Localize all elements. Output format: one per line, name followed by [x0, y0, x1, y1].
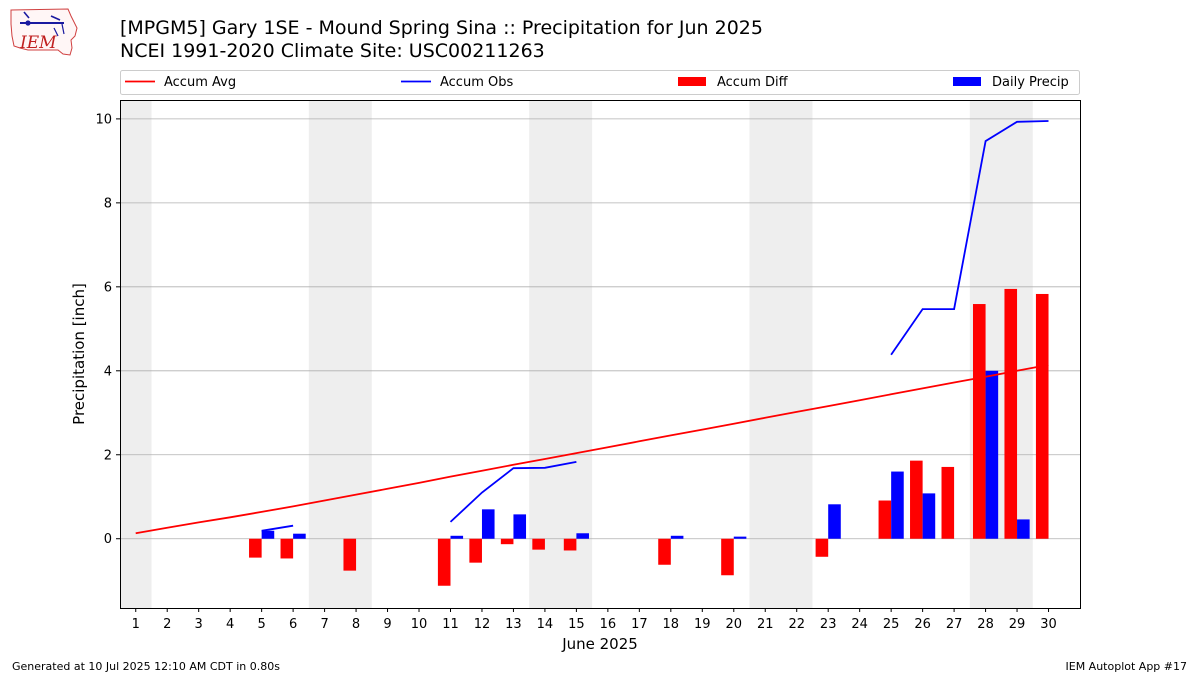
x-tick-label: 4 [226, 617, 234, 632]
x-tick-label: 18 [663, 617, 680, 632]
accum-diff-bar [1004, 288, 1018, 539]
weekend-shade [308, 100, 372, 608]
x-tick-label: 8 [352, 617, 360, 632]
x-tick-label: 30 [1040, 617, 1057, 632]
x-tick-label: 9 [383, 617, 391, 632]
accum-avg-line [135, 364, 1049, 535]
daily-precip-bar [733, 536, 747, 539]
daily-precip-bar [513, 514, 527, 539]
chart-subtitle: NCEI 1991-2020 Climate Site: USC00211263 [120, 40, 545, 62]
weekend-shade [529, 100, 593, 608]
x-tick-label: 24 [851, 617, 868, 632]
legend-daily-precip-swatch [953, 77, 981, 86]
svg-text:IEM: IEM [19, 33, 57, 53]
x-tick-label: 6 [289, 617, 297, 632]
accum-diff-bar [658, 538, 671, 565]
x-tick-label: 19 [694, 617, 711, 632]
daily-precip-bar [828, 504, 841, 539]
x-tick-label: 5 [257, 617, 265, 632]
accum-diff-bar [500, 538, 514, 545]
iem-logo: IEM [8, 6, 80, 62]
y-tick-label: 4 [104, 364, 112, 379]
x-tick-label: 12 [474, 617, 491, 632]
x-tick-label: 15 [568, 617, 585, 632]
accum-obs-line [890, 120, 1049, 356]
x-tick-label: 26 [914, 617, 931, 632]
x-tick-label: 16 [600, 617, 617, 632]
y-tick-label: 6 [104, 280, 112, 295]
x-tick-label: 14 [537, 617, 554, 632]
x-tick-label: 28 [977, 617, 994, 632]
x-tick-label: 11 [442, 617, 459, 632]
accum-diff-bar [878, 500, 892, 539]
daily-precip-bar [922, 493, 936, 539]
x-tick-label: 7 [320, 617, 328, 632]
x-tick-label: 27 [946, 617, 963, 632]
generated-timestamp: Generated at 10 Jul 2025 12:10 AM CDT in… [12, 660, 280, 673]
accum-diff-bar [249, 538, 262, 558]
accum-diff-bar [910, 460, 923, 539]
accum-obs-line [261, 524, 294, 532]
accum-diff-bar [815, 538, 829, 557]
y-tick-label: 8 [104, 196, 112, 211]
accum-obs-line [449, 461, 577, 523]
legend-label-accum-diff: Accum Diff [717, 75, 789, 90]
x-tick-label: 2 [163, 617, 171, 632]
daily-precip-bar [891, 471, 904, 539]
daily-precip-bar [1017, 519, 1030, 539]
weekend-shade [749, 100, 813, 608]
accum-diff-bar [721, 538, 734, 576]
x-tick-label: 3 [195, 617, 203, 632]
accum-diff-bar [469, 538, 482, 563]
weekend-shade [120, 100, 152, 608]
y-tick-label: 10 [95, 112, 112, 127]
accum-diff-bar [437, 538, 451, 586]
accum-diff-bar [343, 538, 357, 571]
accum-diff-bar [563, 538, 577, 551]
y-axis-label: Precipitation [inch] [70, 283, 88, 425]
daily-precip-bar [481, 509, 495, 539]
accum-diff-bar [532, 538, 545, 550]
x-tick-label: 20 [725, 617, 742, 632]
accum-diff-bar [280, 538, 294, 559]
accum-diff-bar [972, 304, 986, 539]
daily-precip-bar [450, 535, 464, 539]
x-tick-label: 10 [411, 617, 428, 632]
daily-precip-bar [670, 535, 684, 539]
x-tick-label: 25 [883, 617, 900, 632]
accum-diff-bar [941, 466, 955, 539]
daily-precip-bar [293, 533, 306, 539]
daily-precip-bar [985, 370, 999, 539]
accum-diff-bar [1035, 293, 1049, 539]
app-credit: IEM Autoplot App #17 [1065, 660, 1188, 673]
x-axis-label: June 2025 [561, 635, 638, 653]
legend-box [120, 70, 1080, 95]
x-tick-label: 22 [788, 617, 805, 632]
legend-label-daily-precip: Daily Precip [992, 75, 1069, 90]
x-tick-label: 1 [132, 617, 140, 632]
plot-frame [120, 100, 1081, 609]
x-tick-label: 29 [1009, 617, 1026, 632]
x-tick-label: 23 [820, 617, 837, 632]
legend-label-accum-avg: Accum Avg [164, 75, 236, 90]
x-tick-label: 17 [631, 617, 648, 632]
legend-accum-diff-swatch [678, 77, 706, 86]
x-tick-label: 21 [757, 617, 774, 632]
y-tick-label: 2 [104, 448, 112, 463]
daily-precip-bar [576, 533, 589, 539]
y-tick-label: 0 [104, 532, 112, 547]
legend: Accum Avg Accum Obs Accum Diff Daily Precip [120, 70, 1080, 95]
x-tick-label: 13 [505, 617, 522, 632]
legend-label-accum-obs: Accum Obs [440, 75, 513, 90]
daily-precip-bar [261, 530, 275, 539]
chart-title: [MPGM5] Gary 1SE - Mound Spring Sina :: … [120, 17, 763, 39]
